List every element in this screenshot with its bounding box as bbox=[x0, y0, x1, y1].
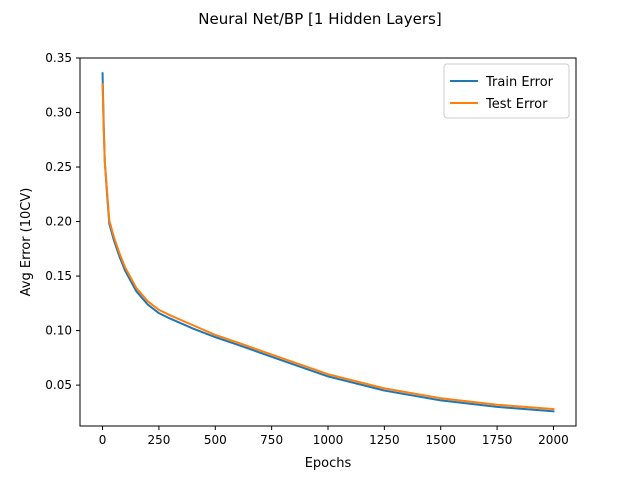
legend-label: Test Error bbox=[485, 97, 548, 112]
legend-label: Train Error bbox=[485, 75, 554, 90]
y-tick-label: 0.25 bbox=[45, 160, 72, 174]
x-tick-label: 1750 bbox=[482, 433, 513, 447]
y-tick-label: 0.15 bbox=[45, 269, 72, 283]
y-tick-label: 0.20 bbox=[45, 215, 72, 229]
legend-box bbox=[443, 63, 570, 119]
x-tick-label: 250 bbox=[147, 433, 170, 447]
x-tick-label: 0 bbox=[99, 433, 107, 447]
y-axis-label: Avg Error (10CV) bbox=[19, 188, 34, 297]
x-tick-label: 500 bbox=[204, 433, 227, 447]
chart-title: Neural Net/BP [1 Hidden Layers] bbox=[198, 10, 441, 28]
y-tick-label: 0.30 bbox=[45, 106, 72, 120]
plot-area bbox=[101, 72, 555, 413]
y-tick-label: 0.10 bbox=[45, 324, 72, 338]
x-tick-label: 1500 bbox=[425, 433, 456, 447]
x-axis-label: Epochs bbox=[305, 456, 352, 471]
series-line-test-error bbox=[101, 83, 555, 411]
x-tick-label: 2000 bbox=[538, 433, 569, 447]
x-tick-label: 1250 bbox=[369, 433, 400, 447]
y-tick-label: 0.05 bbox=[45, 378, 72, 392]
y-tick-label: 0.35 bbox=[45, 51, 72, 65]
x-tick-label: 750 bbox=[260, 433, 283, 447]
x-tick-label: 1000 bbox=[313, 433, 344, 447]
series-line-train-error bbox=[101, 72, 555, 413]
legend: Train Error Test Error bbox=[443, 63, 570, 119]
